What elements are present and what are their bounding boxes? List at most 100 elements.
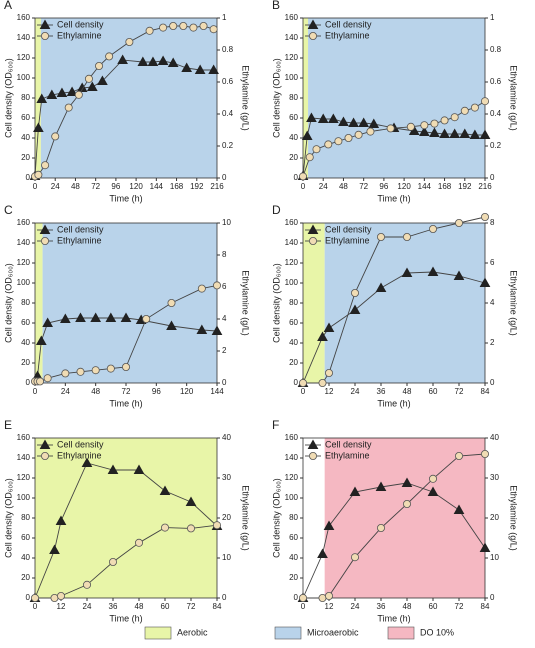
data-point xyxy=(430,119,439,128)
y-tick-label: 60 xyxy=(289,318,298,327)
y2-tick-label: 30 xyxy=(222,473,231,482)
data-point xyxy=(208,64,219,74)
y-axis-title: Cell density (OD₆₀₀) xyxy=(271,263,281,343)
y-tick-label: 60 xyxy=(21,318,30,327)
y-tick-label: 120 xyxy=(285,473,299,482)
data-point xyxy=(338,116,349,126)
x-tick-label: 168 xyxy=(170,182,184,191)
data-point xyxy=(36,377,45,386)
x-tick-label: 24 xyxy=(351,387,360,396)
y2-tick-label: 0.6 xyxy=(222,77,234,86)
legend-label: Cell density xyxy=(325,224,372,234)
y-tick-label: 140 xyxy=(17,33,31,42)
data-point xyxy=(97,75,108,85)
data-point xyxy=(186,524,195,533)
legend-label: Cell density xyxy=(57,224,104,234)
x-tick-label: 0 xyxy=(33,387,38,396)
data-point xyxy=(105,312,117,322)
x-tick-label: 48 xyxy=(403,602,412,611)
x-tick-label: 36 xyxy=(377,602,386,611)
data-point xyxy=(318,378,327,387)
data-point xyxy=(120,312,132,322)
data-point xyxy=(91,366,100,375)
x-tick-label: 24 xyxy=(319,182,328,191)
x-axis-title: Time (h) xyxy=(377,613,410,623)
legend-label: Ethylamine xyxy=(57,235,102,245)
y2-tick-label: 2 xyxy=(222,346,227,355)
x-tick-label: 36 xyxy=(377,387,386,396)
data-point xyxy=(134,538,143,547)
y2-tick-label: 0.6 xyxy=(490,77,502,86)
y2-tick-label: 0 xyxy=(490,593,495,602)
data-point xyxy=(61,369,70,378)
data-point xyxy=(323,322,335,332)
y2-tick-label: 0 xyxy=(222,378,227,387)
legend-label: Cell density xyxy=(325,439,372,449)
y-tick-label: 140 xyxy=(285,453,299,462)
data-point xyxy=(427,486,439,496)
x-tick-label: 72 xyxy=(187,602,196,611)
y2-tick-label: 10 xyxy=(222,218,231,227)
data-point xyxy=(479,542,491,552)
data-point xyxy=(122,362,131,371)
y-tick-label: 160 xyxy=(17,433,31,442)
phase-region xyxy=(42,223,218,383)
x-tick-label: 84 xyxy=(213,602,222,611)
y2-tick-label: 1 xyxy=(490,13,495,22)
x-tick-label: 24 xyxy=(51,182,60,191)
y-tick-label: 120 xyxy=(17,258,31,267)
data-point xyxy=(106,364,115,373)
data-point xyxy=(479,129,491,139)
phase-swatch xyxy=(387,626,415,640)
x-tick-label: 48 xyxy=(135,602,144,611)
phase-region xyxy=(35,438,217,598)
legend-marker xyxy=(39,224,51,234)
legend-label: Ethylamine xyxy=(57,450,102,460)
data-point xyxy=(159,23,168,32)
x-axis-title: Time (h) xyxy=(109,193,142,203)
data-point xyxy=(427,266,439,276)
x-tick-label: 48 xyxy=(71,182,80,191)
data-point xyxy=(167,298,176,307)
data-point xyxy=(66,86,78,96)
data-point xyxy=(454,218,463,227)
y2-tick-label: 6 xyxy=(490,258,495,267)
data-point xyxy=(212,281,221,290)
legend-marker xyxy=(39,19,51,29)
legend-marker xyxy=(307,439,319,449)
data-point xyxy=(209,25,218,34)
data-point xyxy=(376,524,385,533)
x-axis-title: Time (h) xyxy=(377,398,410,408)
data-point xyxy=(90,312,102,322)
data-point xyxy=(440,116,449,125)
data-point xyxy=(169,21,178,30)
y2-axis-title: Ethylamine (g/L) xyxy=(241,270,251,336)
y-tick-label: 80 xyxy=(21,513,30,522)
data-point xyxy=(211,325,223,335)
data-point xyxy=(49,544,60,554)
y2-tick-label: 1 xyxy=(222,13,227,22)
data-point xyxy=(453,504,465,514)
phase-region xyxy=(303,223,325,383)
data-point xyxy=(301,130,313,140)
legend-marker xyxy=(308,236,317,245)
data-point xyxy=(366,127,375,136)
data-point xyxy=(56,87,68,97)
data-point xyxy=(179,21,188,30)
legend-label: Cell density xyxy=(57,19,104,29)
data-point xyxy=(480,97,489,106)
x-axis-title: Time (h) xyxy=(109,398,142,408)
y2-tick-label: 6 xyxy=(222,282,227,291)
y-tick-label: 80 xyxy=(289,93,298,102)
data-point xyxy=(194,64,206,74)
data-point xyxy=(312,145,321,154)
data-point xyxy=(76,367,85,376)
x-tick-label: 48 xyxy=(403,387,412,396)
y-tick-label: 140 xyxy=(285,238,299,247)
data-point xyxy=(305,153,314,162)
data-point xyxy=(84,74,93,83)
x-tick-label: 144 xyxy=(150,182,164,191)
y-tick-label: 100 xyxy=(17,493,31,502)
panel-label: D xyxy=(272,203,281,217)
data-point xyxy=(350,553,359,562)
